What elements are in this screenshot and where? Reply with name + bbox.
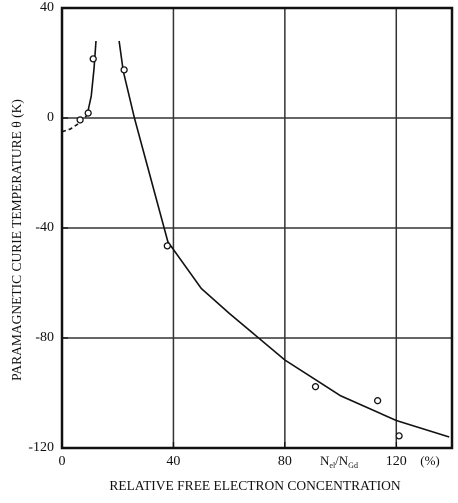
data-point bbox=[395, 432, 403, 440]
unit-part: Gd bbox=[348, 461, 358, 470]
x-tick-label: 40 bbox=[166, 454, 180, 469]
y-tick-label: -80 bbox=[35, 330, 54, 345]
unit-label: (%) bbox=[420, 453, 440, 468]
y-axis-label: PARAMAGNETIC CURIE TEMPERATURE θ (K) bbox=[9, 99, 24, 381]
x-tick-label: 80 bbox=[278, 454, 292, 469]
y-tick-label: 0 bbox=[47, 110, 54, 125]
data-point bbox=[76, 116, 84, 124]
data-point bbox=[120, 66, 128, 74]
data-point bbox=[89, 55, 97, 63]
x-tick-label: 0 bbox=[59, 454, 66, 469]
y-tick-label: 40 bbox=[40, 0, 54, 15]
data-point bbox=[311, 383, 320, 391]
unit-part: /N bbox=[335, 453, 349, 468]
unit-part: el bbox=[329, 461, 336, 470]
x-tick-label: 120 bbox=[386, 454, 407, 469]
curve bbox=[86, 40, 97, 116]
unit-part: N bbox=[320, 453, 330, 468]
y-tick-label: -40 bbox=[35, 220, 54, 235]
x-axis-label: RELATIVE FREE ELECTRON CONCENTRATION bbox=[109, 478, 401, 493]
data-point bbox=[84, 109, 92, 117]
curve bbox=[118, 40, 450, 438]
y-tick-label: -120 bbox=[28, 440, 54, 455]
data-point bbox=[373, 397, 382, 405]
data-point bbox=[163, 242, 171, 250]
unit-label: Nel/NGd bbox=[320, 453, 358, 470]
